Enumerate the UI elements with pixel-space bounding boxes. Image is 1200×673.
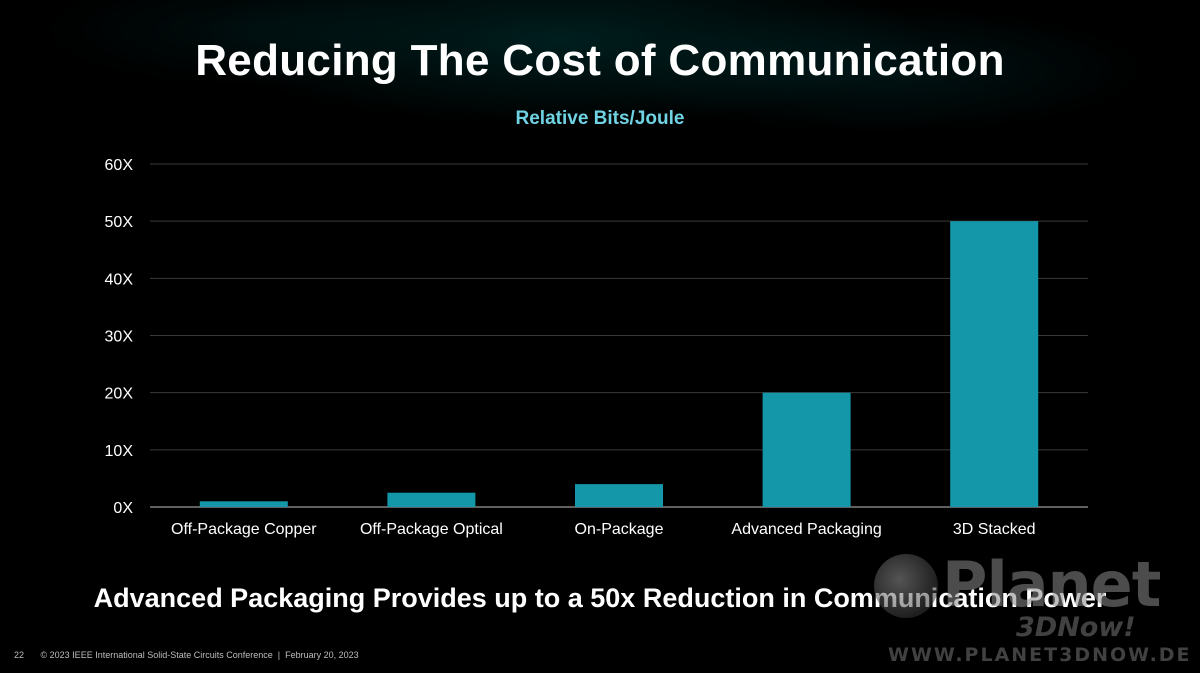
- y-tick-label: 20X: [105, 386, 134, 403]
- chart-title: Relative Bits/Joule: [515, 108, 685, 129]
- x-tick-label: On-Package: [575, 521, 664, 538]
- y-tick-label: 60X: [105, 157, 134, 174]
- copyright-text: © 2023 IEEE International Solid-State Ci…: [40, 650, 273, 660]
- watermark-url: WWW.PLANET3DNOW.DE: [888, 644, 1192, 666]
- x-tick-label: Off-Package Copper: [171, 521, 317, 538]
- x-tick-label: Off-Package Optical: [360, 521, 503, 538]
- footer-date: February 20, 2023: [285, 650, 359, 660]
- watermark-logo-icon: [874, 554, 938, 618]
- bar: [199, 501, 288, 507]
- y-tick-label: 30X: [105, 329, 134, 346]
- y-tick-label: 40X: [105, 271, 134, 288]
- slide-title: Reducing The Cost of Communication: [195, 36, 1005, 85]
- x-tick-label: Advanced Packaging: [731, 521, 881, 538]
- y-tick-label: 0X: [113, 500, 133, 517]
- footer-separator: |: [277, 650, 281, 660]
- watermark: Planet 3DNow! WWW.PLANET3DNOW.DE: [868, 548, 1193, 668]
- bar: [950, 221, 1039, 507]
- watermark-name: Planet: [942, 548, 1161, 621]
- bar: [387, 492, 476, 507]
- y-tick-label: 10X: [105, 443, 134, 460]
- bar: [575, 484, 663, 507]
- slide-footer: 22 © 2023 IEEE International Solid-State…: [14, 650, 373, 660]
- watermark-sub: 3DNow!: [1016, 612, 1136, 643]
- page-number: 22: [14, 650, 25, 660]
- y-tick-label: 50X: [105, 214, 134, 231]
- bar: [762, 392, 851, 507]
- x-tick-label: 3D Stacked: [953, 521, 1036, 538]
